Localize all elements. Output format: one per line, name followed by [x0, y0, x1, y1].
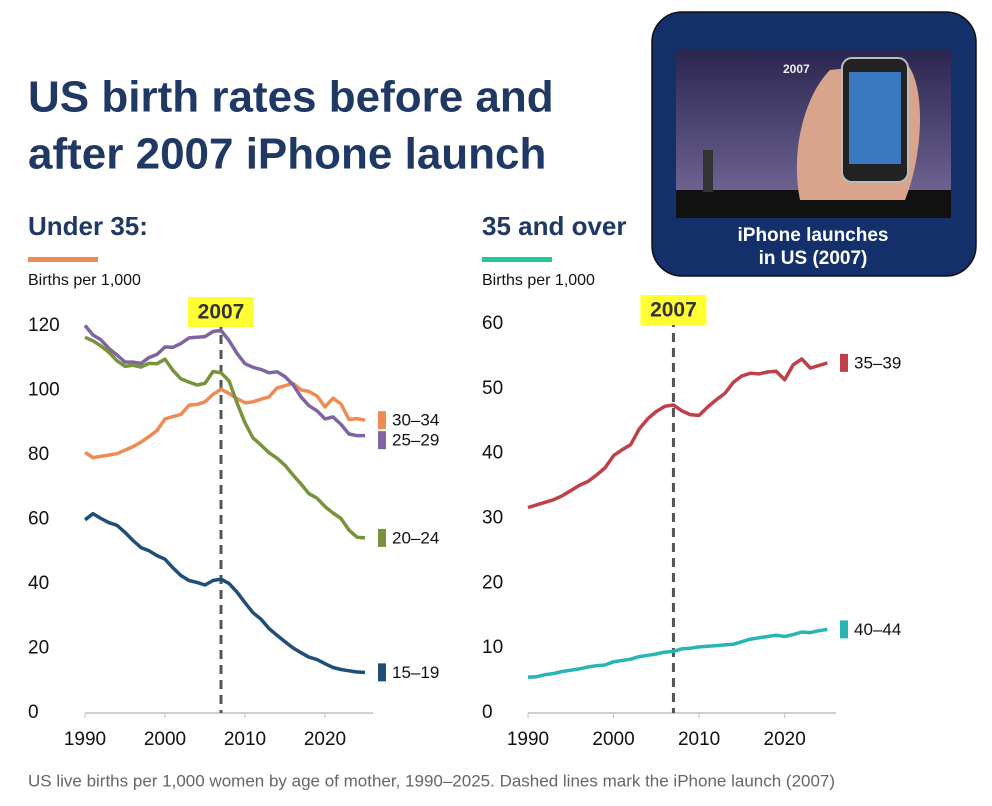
legend-swatch [840, 353, 848, 372]
legend-label: 30–34 [392, 411, 439, 430]
photo-text: 2007 [783, 62, 810, 76]
y-tick-label: 120 [28, 315, 60, 336]
y-tick-label: 0 [28, 702, 39, 723]
series-line [527, 627, 828, 680]
y-tick-label: 40 [28, 573, 49, 594]
x-tick-label: 2010 [678, 729, 720, 750]
x-tick-label: 2020 [764, 729, 806, 750]
y-tick-label: 50 [482, 378, 503, 399]
photo-caption: iPhone launches [738, 225, 889, 246]
y-tick-label: 30 [482, 508, 503, 529]
photo-card: 2007 iPhone launches in US (2007) [651, 11, 977, 277]
legend-swatch [378, 528, 386, 547]
y-axis-label: Births per 1,000 [28, 272, 141, 289]
photo-caption: in US (2007) [759, 248, 868, 269]
y-tick-label: 100 [28, 380, 60, 401]
y-tick-label: 10 [482, 637, 503, 658]
x-tick-label: 2000 [144, 729, 186, 750]
subtitle: 35 and over [482, 211, 627, 241]
title-line: US birth rates before and [28, 73, 554, 122]
x-tick-label: 2000 [592, 729, 634, 750]
caption: US live births per 1,000 women by age of… [28, 771, 835, 790]
subtitle-accent [482, 257, 552, 262]
y-tick-label: 20 [28, 638, 49, 659]
series-line [83, 511, 366, 675]
series-line [84, 381, 366, 460]
series-line [83, 324, 365, 438]
y-tick-label: 80 [28, 444, 49, 465]
launch-label-bg [640, 295, 707, 325]
legend-label: 20–24 [392, 528, 439, 547]
legend-label: 35–39 [854, 353, 901, 372]
phone-screen [849, 72, 901, 164]
legend-swatch [378, 663, 386, 682]
launch-label-bg [188, 297, 254, 327]
subtitle: Under 35: [28, 211, 148, 241]
y-axis-label: Births per 1,000 [482, 272, 595, 289]
y-tick-label: 0 [482, 702, 493, 723]
legend-label: 15–19 [392, 663, 439, 682]
y-tick-label: 60 [28, 509, 49, 530]
series-line [527, 357, 828, 510]
title-line: after 2007 iPhone launch [28, 130, 546, 179]
y-tick-label: 60 [482, 313, 503, 334]
x-tick-label: 2020 [304, 729, 346, 750]
subtitle-accent [28, 257, 98, 262]
launch-label: 2007 [198, 301, 245, 324]
y-tick-label: 20 [482, 572, 503, 593]
x-tick-label: 1990 [64, 729, 106, 750]
legend-label: 25–29 [392, 431, 439, 450]
launch-label: 2007 [650, 299, 697, 322]
legend-swatch [840, 620, 848, 639]
series-line [84, 335, 366, 540]
legend-swatch [378, 411, 386, 430]
y-tick-label: 40 [482, 443, 503, 464]
x-tick-label: 2010 [224, 729, 266, 750]
legend-label: 40–44 [854, 620, 901, 639]
legend-swatch [378, 431, 386, 450]
speaker [703, 150, 713, 192]
x-tick-label: 1990 [507, 729, 549, 750]
